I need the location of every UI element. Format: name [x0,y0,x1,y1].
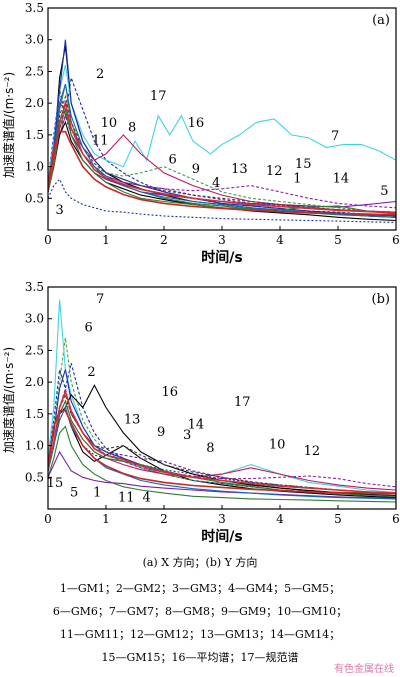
x-tick-label: 6 [392,512,400,526]
curve-label-5: 5 [70,485,78,500]
curve-label-8: 8 [206,441,214,456]
x-tick-label: 0 [44,512,52,526]
y-tick-label: 3.5 [25,280,44,294]
series-line-17 [48,409,396,495]
curve-label-7: 7 [331,129,339,144]
legend-line-1: 1—GM1；2—GM2；3—GM3；4—GM4；5—GM5； [59,582,341,595]
curve-label-11: 11 [118,490,135,505]
x-tick-label: 5 [334,512,342,526]
curve-label-4: 4 [212,176,220,191]
series-line-11 [48,120,396,222]
curve-label-13: 13 [124,412,141,427]
y-axis-label: 加速度谱值/(m·s⁻²) [1,347,16,453]
curve-label-12: 12 [266,164,283,179]
y-tick-label: 3.5 [25,1,44,15]
panel-label: (a) [372,13,390,28]
x-tick-label: 0 [44,233,52,247]
y-tick-label: 0.5 [25,470,44,484]
y-tick-label: 1.0 [25,439,44,453]
curve-label-10: 10 [269,438,286,453]
curve-label-3: 3 [55,203,63,218]
figure-caption: (a) X 方向；(b) Y 方向 [142,556,258,569]
curve-label-9: 9 [157,425,165,440]
curve-label-5: 5 [380,184,388,199]
curve-label-9: 9 [192,162,200,177]
series-line-17 [48,130,396,216]
series-line-3 [48,178,396,223]
series-group [48,299,396,503]
curve-label-2: 2 [87,365,95,380]
curve-label-4: 4 [142,490,150,505]
series-line-5 [48,450,396,499]
y-axis-label: 加速度谱值/(m·s⁻²) [1,72,16,178]
curve-label-15: 15 [47,476,64,491]
chart-panel-b: 0 1 2 3 4 5 60.51.01.52.02.53.03.5时间/s加速度谱值/(m… [1,280,400,545]
curve-label-6: 6 [169,152,177,167]
y-tick-label: 2.5 [25,343,44,357]
curve-label-13: 13 [231,162,248,177]
y-tick-label: 0.5 [25,191,44,205]
series-line-16 [48,389,396,494]
x-tick-label: 1 [102,233,110,247]
legend-line-2: 6—GM6；7—GM7；8—GM8；9—GM9；10—GM10； [52,605,348,618]
x-tick-label: 4 [276,233,284,247]
y-tick-label: 1.5 [25,128,44,142]
curve-label-15: 15 [295,157,312,172]
series-line-6 [48,337,396,497]
series-line-4 [48,425,396,503]
chart-panel-a: 0 1 2 3 4 5 60.51.01.52.02.53.03.5时间/s加速度谱值/(m… [1,1,400,266]
curve-label-17: 17 [234,395,251,410]
curve-label-10: 10 [101,116,118,131]
curve-label-3: 3 [183,428,191,443]
series-line-16 [48,99,396,214]
y-tick-label: 2.0 [25,96,44,110]
series-group [48,39,396,223]
x-tick-label: 1 [102,512,110,526]
y-tick-label: 1.0 [25,160,44,174]
series-line-13 [48,393,396,494]
x-tick-label: 6 [392,233,400,247]
curve-label-14: 14 [333,171,350,186]
y-tick-label: 2.0 [25,375,44,389]
curve-label-14: 14 [188,417,205,432]
curve-label-2: 2 [96,67,104,82]
curve-label-12: 12 [304,444,321,459]
legend-line-4: 15—GM15；16—平均谱；17—规范谱 [101,651,299,664]
x-tick-label: 5 [334,233,342,247]
series-line-2 [48,362,396,497]
curve-label-7: 7 [96,292,104,307]
curve-label-8: 8 [128,121,136,136]
watermark: 有色金属在线 [334,664,394,675]
curve-label-16: 16 [162,385,179,400]
y-tick-label: 2.5 [25,64,44,78]
panel-label: (b) [372,292,390,307]
x-tick-label: 2 [160,512,168,526]
x-axis-label: 时间/s [201,249,242,266]
series-line-15 [48,405,396,500]
curve-label-11: 11 [92,133,109,148]
curve-label-1: 1 [293,171,301,186]
x-axis-label: 时间/s [201,528,242,545]
charts-canvas: 0 1 2 3 4 5 60.51.01.52.02.53.03.5时间/s加速度谱值/(m… [1,1,400,545]
series-line-14 [48,107,396,215]
x-tick-label: 4 [276,512,284,526]
series-line-7 [48,64,396,180]
series-line-12 [48,386,396,488]
curve-label-17: 17 [150,89,167,104]
y-tick-label: 3.0 [25,312,44,326]
y-tick-label: 1.5 [25,407,44,421]
y-tick-label: 3.0 [25,33,44,47]
plot-frame [47,286,397,510]
x-tick-label: 3 [218,512,226,526]
curve-label-16: 16 [188,116,205,131]
x-tick-label: 2 [160,233,168,247]
curve-label-1: 1 [93,485,101,500]
curve-label-6: 6 [84,320,92,335]
legend-line-3: 11—GM11；12—GM12；13—GM13；14—GM14； [59,628,341,641]
x-tick-label: 3 [218,233,226,247]
